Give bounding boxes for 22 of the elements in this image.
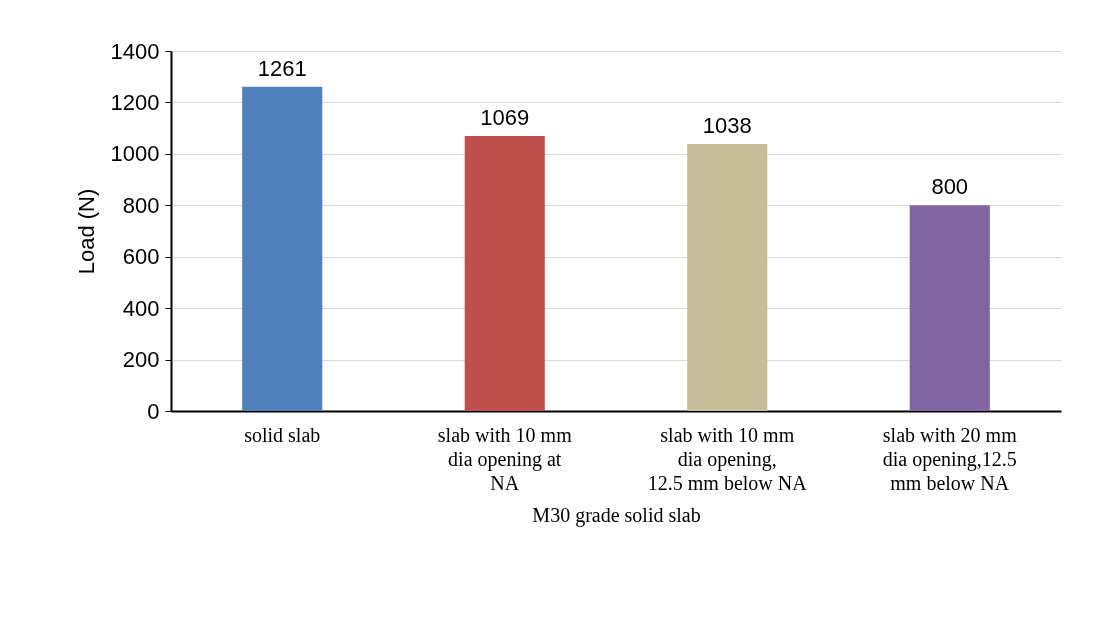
data-label: 800	[931, 174, 969, 200]
y-tick-label: 1000	[110, 141, 160, 167]
y-tick-label: 800	[122, 192, 160, 218]
y-tick-label: 400	[122, 295, 160, 321]
bar	[464, 136, 545, 411]
data-label: 1069	[480, 105, 530, 131]
x-axis-title: M30 grade solid slab	[532, 503, 701, 527]
y-tick-label: 200	[122, 347, 160, 373]
data-label: 1261	[257, 55, 307, 81]
bar	[242, 86, 323, 411]
x-tick-label: slab with 10 mm dia opening, 12.5 mm below NA	[647, 423, 808, 494]
x-tick-label: solid slab	[244, 423, 321, 446]
y-tick-label: 600	[122, 244, 160, 270]
y-axis-title: Load (N)	[73, 188, 99, 275]
bar	[909, 205, 990, 411]
y-tick-label: 0	[147, 398, 160, 424]
bar	[687, 144, 768, 411]
y-tick-label: 1400	[110, 38, 160, 64]
x-tick-label: slab with 20 mm dia opening,12.5 mm below NA	[882, 423, 1018, 494]
y-tick-label: 1200	[110, 89, 160, 115]
x-tick-label: slab with 10 mm dia opening at NA	[437, 423, 573, 494]
data-label: 1038	[702, 113, 752, 139]
